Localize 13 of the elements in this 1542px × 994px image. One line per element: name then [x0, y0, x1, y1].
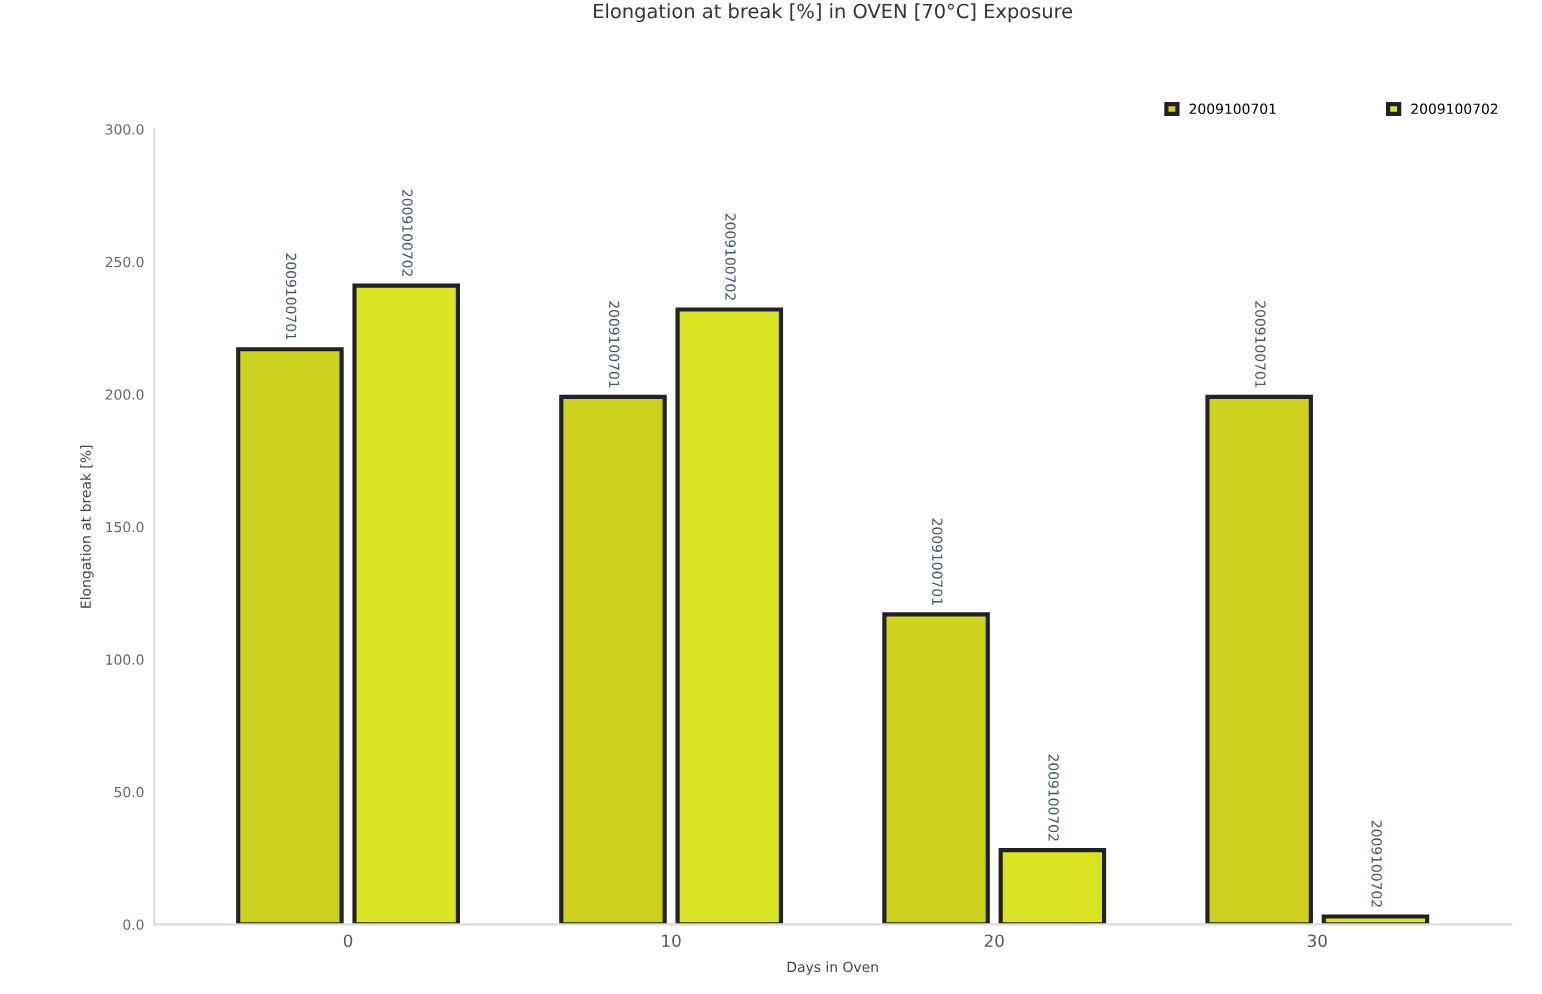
bar — [675, 307, 784, 925]
x-tick-label: 0 — [343, 934, 353, 948]
bar — [352, 283, 460, 925]
bar — [559, 394, 667, 925]
bar — [882, 612, 990, 925]
x-tick-label: 30 — [1307, 934, 1327, 948]
bar — [998, 848, 1107, 925]
bar — [236, 347, 344, 925]
bar — [1205, 394, 1313, 925]
bar — [1321, 914, 1430, 925]
x-tick-label: 10 — [662, 934, 681, 948]
x-tick-label: 20 — [984, 934, 1004, 948]
chart-title: Elongation at break [%] in OVEN [70°C] Exposure — [594, 3, 1073, 23]
